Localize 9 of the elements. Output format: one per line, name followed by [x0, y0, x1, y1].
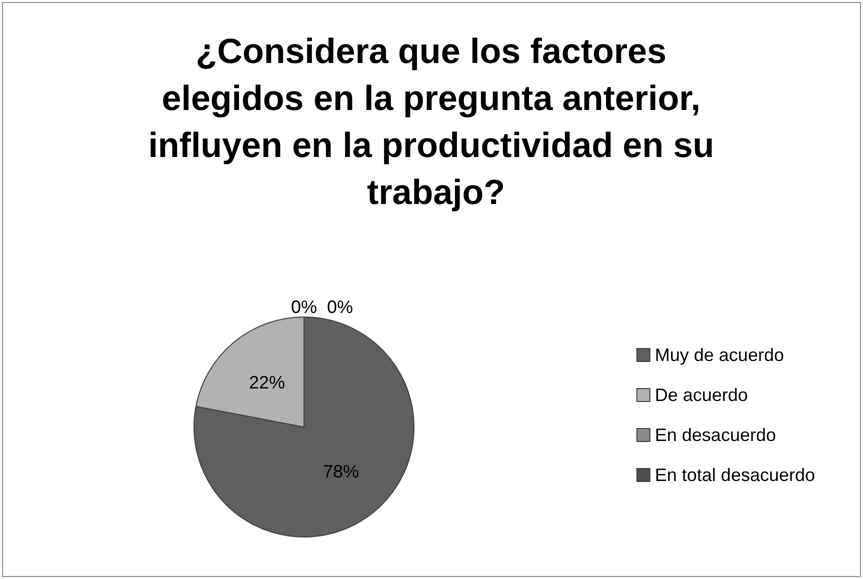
legend-label: En total desacuerdo [654, 465, 816, 485]
chart-title: ¿Considera que los factores elegidos en la pregunta anterior, influyen en la productividad en su trabajo? [148, 32, 724, 212]
data-label: 22% [249, 372, 286, 392]
data-label: 78% [322, 462, 359, 482]
legend-label: De acuerdo [654, 385, 748, 405]
text: 0% [327, 297, 354, 317]
legend-label: Muy de acuerdo [654, 345, 784, 365]
text: 0% [291, 297, 318, 317]
legend-label: En desacuerdo [654, 425, 776, 445]
